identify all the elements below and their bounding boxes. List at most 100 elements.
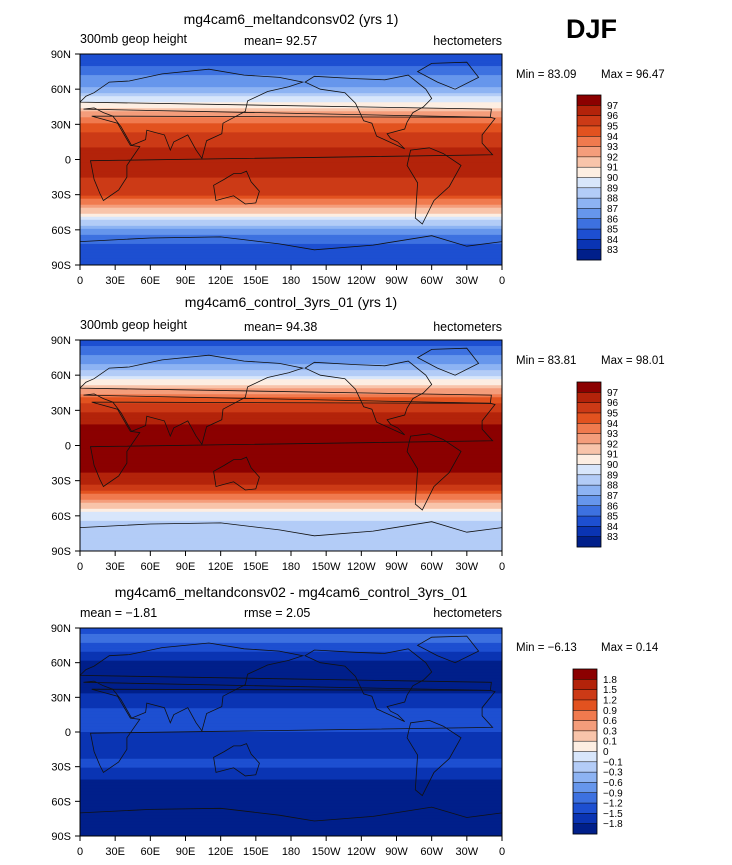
colorbar-label: 92: [607, 439, 619, 450]
x-tick-label: 180: [282, 561, 300, 573]
field-band: [80, 108, 502, 112]
colorbar-box: [577, 239, 601, 250]
x-tick-label: 180: [282, 275, 300, 287]
x-tick-label: 120E: [208, 846, 234, 858]
field-band: [80, 418, 502, 422]
colorbar-label: −0.6: [603, 778, 623, 789]
panel-2-min-label: Min = 83.81: [516, 355, 576, 367]
field-band: [80, 809, 502, 813]
field-band: [80, 761, 502, 766]
field-band: [80, 87, 502, 91]
field-band: [80, 472, 502, 477]
y-tick-label: 90N: [51, 49, 71, 61]
field-band: [80, 358, 502, 362]
field-band: [80, 153, 502, 158]
x-tick-label: 90E: [176, 846, 196, 858]
field-band: [80, 219, 502, 224]
colorbar-box: [573, 699, 597, 711]
colorbar-box: [573, 730, 597, 742]
colorbar-label: 85: [607, 225, 619, 236]
colorbar-box: [577, 249, 601, 261]
field-band: [80, 421, 502, 425]
field-band: [80, 252, 502, 257]
colorbar-box: [573, 761, 597, 773]
season-label: DJF: [566, 14, 618, 44]
field-band: [80, 195, 502, 200]
colorbar-box: [573, 782, 597, 794]
field-band: [80, 249, 502, 254]
x-tick-label: 30E: [105, 561, 125, 573]
field-band: [80, 743, 502, 748]
field-band: [80, 147, 502, 152]
colorbar-label: 86: [607, 501, 619, 512]
coastline: [406, 433, 462, 511]
coastline: [213, 456, 260, 491]
field-band: [80, 827, 502, 831]
x-tick-label: 0: [77, 846, 83, 858]
field-band: [80, 469, 502, 474]
colorbar-box: [577, 485, 601, 496]
field-band: [80, 240, 502, 245]
x-tick-label: 120E: [208, 275, 234, 287]
y-tick-label: 0: [65, 155, 71, 167]
field-band: [80, 117, 502, 121]
y-tick-label: 30S: [51, 762, 71, 774]
panel-2-axes: 0 30E 60E 90E 120E 150E 180 150W 120W 90W 60W 30W 09…: [51, 335, 505, 573]
field-band: [80, 54, 502, 58]
field-band: [80, 135, 502, 139]
field-band: [80, 430, 502, 435]
field-band: [80, 782, 502, 787]
coastline: [90, 401, 496, 488]
x-tick-label: 0: [499, 846, 505, 858]
colorbar-box: [573, 792, 597, 804]
field-band: [80, 439, 502, 444]
field-band: [80, 207, 502, 212]
colorbar-label: 93: [607, 142, 619, 153]
field-band: [80, 126, 502, 130]
field-band: [80, 412, 502, 416]
field-band: [80, 192, 502, 197]
colorbar-box: [577, 423, 601, 434]
colorbar-label: −1.8: [603, 819, 623, 830]
x-tick-label: 90E: [176, 561, 196, 573]
colorbar-box: [573, 751, 597, 763]
field-band: [80, 711, 502, 715]
field-band: [80, 448, 502, 453]
colorbar-box: [573, 813, 597, 824]
colorbar-label: 92: [607, 152, 619, 163]
coastline: [406, 719, 462, 797]
y-tick-label: 60S: [51, 225, 71, 237]
coastline: [213, 743, 260, 777]
x-tick-label: 60E: [141, 561, 161, 573]
x-tick-label: 30E: [105, 275, 125, 287]
field-band: [80, 144, 502, 149]
field-band: [80, 791, 502, 795]
field-band: [80, 150, 502, 155]
field-band: [80, 261, 502, 265]
field-band: [80, 186, 502, 191]
panel-3-map: [79, 627, 503, 837]
coastline: [304, 360, 433, 436]
colorbar-box: [577, 495, 601, 507]
colorbar-label: 90: [607, 173, 619, 184]
colorbar-box: [573, 679, 597, 690]
x-tick-label: 150W: [312, 275, 341, 287]
field-band: [80, 648, 502, 653]
field-band: [80, 628, 502, 632]
field-band: [80, 394, 502, 398]
panel-3-mean-label: mean = −1.81: [80, 606, 157, 620]
field-band: [80, 171, 502, 176]
panel-3: mg4cam6_meltandconsv02 - mg4cam6_control…: [51, 584, 659, 858]
field-band: [80, 535, 502, 540]
panel-1-mean-label: mean= 92.57: [244, 34, 317, 48]
field-band: [80, 696, 502, 700]
field-band: [80, 406, 502, 410]
field-band: [80, 57, 502, 61]
colorbar-label: 83: [607, 532, 619, 543]
field-band: [80, 168, 502, 173]
panel-2-field: [80, 340, 502, 551]
field-band: [80, 767, 502, 772]
field-band: [80, 105, 502, 109]
field-band: [80, 538, 502, 543]
